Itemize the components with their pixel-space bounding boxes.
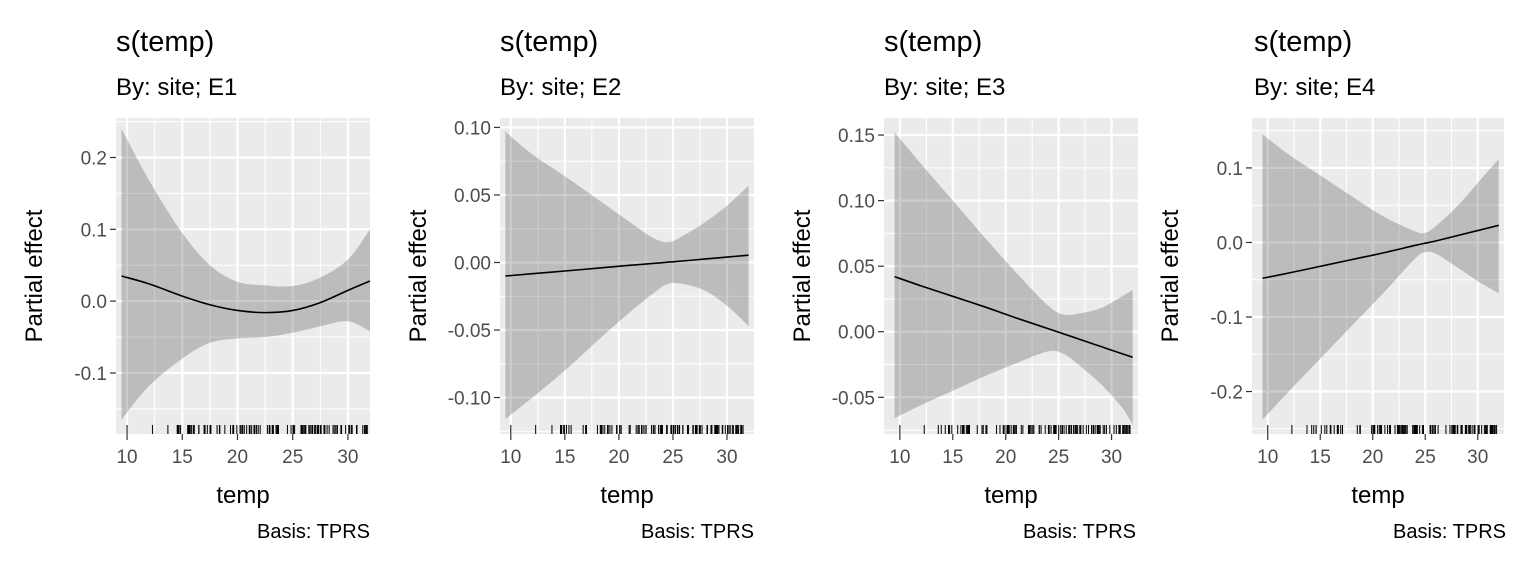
y-tick-label: 0.1 [81, 220, 107, 241]
x-tick-label: 25 [1048, 447, 1069, 468]
x-tick-label: 20 [608, 447, 629, 468]
panel-title: s(temp) [116, 26, 215, 58]
y-tick-label: 0.00 [838, 323, 875, 344]
panel-title: s(temp) [500, 26, 599, 58]
x-tick-label: 30 [1101, 447, 1122, 468]
x-axis-title: temp [600, 482, 653, 509]
x-tick-label: 25 [282, 447, 303, 468]
panel-plot: 10 15 20 25 30 -0.2 -0.1 0.0 0.1 temp Partial effe… [1157, 118, 1504, 509]
y-axis-title: Partial effect [21, 209, 48, 342]
plot-background [500, 118, 754, 434]
x-tick-label: 25 [662, 447, 683, 468]
x-tick-label: 30 [716, 447, 737, 468]
x-tick-label: 20 [227, 447, 248, 468]
x-axis-title: temp [1351, 482, 1404, 509]
y-tick-label: 0.10 [454, 118, 491, 139]
panel-caption: Basis: TPRS [641, 521, 754, 543]
x-axis-title: temp [216, 482, 269, 509]
panel-e3: s(temp) By: site; E3 10 15 20 25 30 -0.05 0.00… [768, 0, 1152, 576]
y-tick-label: 0.00 [454, 253, 491, 274]
panel-caption: Basis: TPRS [257, 521, 370, 543]
panel-e2: s(temp) By: site; E2 10 15 20 25 30 -0.10 -0.0… [384, 0, 768, 576]
y-tick-label: 0.0 [1217, 233, 1243, 254]
y-tick-label: 0.05 [454, 186, 491, 207]
panel-plot: 10 15 20 25 30 -0.10 -0.05 0.00 0.05 0.10 temp Part… [405, 118, 754, 509]
y-axis-title: Partial effect [1157, 209, 1184, 342]
panel-plot: 10 15 20 25 30 -0.05 0.00 0.05 0.10 0.15 temp Parti… [789, 118, 1138, 509]
x-tick-label: 10 [1257, 447, 1278, 468]
x-tick-label: 30 [337, 447, 358, 468]
confidence-band [1262, 134, 1499, 420]
y-tick-label: 0.15 [838, 126, 875, 147]
confidence-band [894, 132, 1133, 425]
y-tick-label: -0.2 [1210, 383, 1243, 404]
fitted-line [894, 275, 1133, 359]
plot-background [116, 118, 370, 434]
y-tick-label: 0.0 [81, 292, 107, 313]
y-axis-title: Partial effect [405, 209, 432, 342]
y-tick-label: 0.10 [838, 192, 875, 213]
x-tick-label: 10 [116, 447, 137, 468]
y-tick-label: -0.1 [1210, 308, 1243, 329]
panel-caption: Basis: TPRS [1393, 521, 1506, 543]
x-tick-label: 10 [500, 447, 521, 468]
x-tick-label: 15 [1310, 447, 1331, 468]
x-tick-label: 25 [1415, 447, 1436, 468]
y-tick-label: 0.1 [1217, 159, 1243, 180]
x-tick-label: 20 [1362, 447, 1383, 468]
x-tick-label: 20 [995, 447, 1016, 468]
fitted-line [121, 275, 371, 314]
x-tick-label: 30 [1467, 447, 1488, 468]
y-tick-label: 0.2 [81, 149, 107, 170]
panel-subtitle: By: site; E4 [1254, 74, 1376, 101]
panel-subtitle: By: site; E2 [500, 74, 622, 101]
panel-title: s(temp) [884, 26, 983, 58]
x-tick-label: 15 [554, 447, 575, 468]
y-tick-label: -0.1 [74, 364, 107, 385]
fitted-line [1262, 224, 1499, 280]
fitted-line [505, 254, 749, 277]
confidence-band [505, 131, 749, 420]
panel-title: s(temp) [1254, 26, 1353, 58]
x-tick-label: 15 [942, 447, 963, 468]
confidence-band [121, 128, 371, 420]
panel-e4: s(temp) By: site; E4 10 15 20 25 30 -0.2 -0.1 0… [1152, 0, 1536, 576]
x-axis-title: temp [984, 482, 1037, 509]
y-tick-label: -0.05 [448, 321, 491, 342]
panel-caption: Basis: TPRS [1023, 521, 1136, 543]
y-tick-label: -0.10 [448, 389, 491, 410]
panel-subtitle: By: site; E1 [116, 74, 238, 101]
panel-e1: s(temp) By: site; E1 10 15 20 25 30 -0.1 0.0 0.… [0, 0, 384, 576]
y-axis-title: Partial effect [789, 209, 816, 342]
y-tick-label: -0.05 [832, 388, 875, 409]
panel-plot: 10 15 20 25 30 -0.1 0.0 0.1 0.2 temp Partial effec… [21, 118, 371, 509]
y-tick-label: 0.05 [838, 257, 875, 278]
x-tick-label: 15 [172, 447, 193, 468]
panel-subtitle: By: site; E3 [884, 74, 1006, 101]
x-tick-label: 10 [889, 447, 910, 468]
